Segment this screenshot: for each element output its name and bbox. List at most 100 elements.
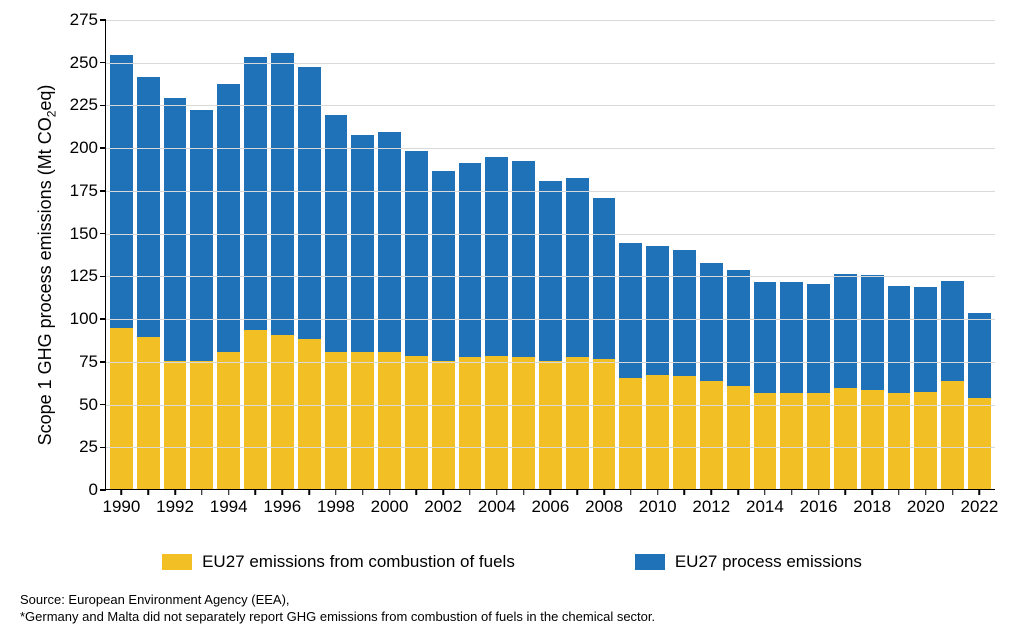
bar-seg-process <box>539 181 562 360</box>
xtick-label: 2008 <box>585 497 623 517</box>
bar-seg-combustion <box>485 356 508 489</box>
bar-seg-combustion <box>780 393 803 489</box>
xtick-label: 1996 <box>263 497 301 517</box>
xtick-mark <box>496 489 498 495</box>
bar-1991 <box>137 77 160 489</box>
bar-2006: 2006 <box>539 181 562 489</box>
xtick-mark <box>576 489 578 495</box>
xtick-label: 2014 <box>746 497 784 517</box>
bar-2017 <box>834 274 857 489</box>
bar-2004: 2004 <box>485 157 508 489</box>
bar-seg-process <box>807 284 830 393</box>
gridline <box>106 362 995 363</box>
bar-seg-process <box>888 286 911 394</box>
xtick-label: 1992 <box>156 497 194 517</box>
xtick-mark <box>147 489 149 495</box>
gridline <box>106 234 995 235</box>
bar-seg-process <box>405 151 428 356</box>
xtick-mark <box>389 489 391 495</box>
bar-1994: 1994 <box>217 84 240 489</box>
bar-seg-process <box>914 287 937 391</box>
ytick-label: 275 <box>70 10 98 30</box>
bar-seg-process <box>834 274 857 389</box>
bar-seg-process <box>673 250 696 376</box>
xtick-mark <box>523 489 525 495</box>
legend-swatch-combustion <box>162 554 192 570</box>
bar-seg-combustion <box>807 393 830 489</box>
bar-seg-combustion <box>405 356 428 489</box>
legend-swatch-process <box>635 554 665 570</box>
bar-seg-combustion <box>539 361 562 489</box>
bar-seg-combustion <box>673 376 696 489</box>
gridline <box>106 63 995 64</box>
bar-seg-combustion <box>566 357 589 489</box>
gridline <box>106 191 995 192</box>
bar-1999 <box>351 135 374 489</box>
xtick-label: 1998 <box>317 497 355 517</box>
bar-seg-combustion <box>834 388 857 489</box>
xtick-mark <box>201 489 203 495</box>
bar-seg-combustion <box>888 393 911 489</box>
xtick-label: 2004 <box>478 497 516 517</box>
bar-1998: 1998 <box>325 115 348 489</box>
ytick-mark <box>100 190 106 192</box>
ytick-mark <box>100 105 106 107</box>
bar-seg-process <box>700 263 723 381</box>
bar-seg-process <box>941 281 964 382</box>
plot-area: 1990199219941996199820002002200420062008… <box>105 20 995 490</box>
bar-2002: 2002 <box>432 171 455 489</box>
emissions-chart: Scope 1 GHG process emissions (Mt CO2eq)… <box>35 10 1005 540</box>
xtick-mark <box>684 489 686 495</box>
gridline <box>106 319 995 320</box>
xtick-mark <box>174 489 176 495</box>
bar-seg-process <box>566 178 589 357</box>
xtick-mark <box>818 489 820 495</box>
bar-seg-process <box>432 171 455 361</box>
ytick-label: 100 <box>70 309 98 329</box>
xtick-mark <box>308 489 310 495</box>
bar-seg-combustion <box>754 393 777 489</box>
legend-item-process: EU27 process emissions <box>635 552 862 572</box>
bar-seg-process <box>780 282 803 393</box>
gridline <box>106 105 995 106</box>
bar-seg-process <box>164 98 187 361</box>
bar-2022: 2022 <box>968 313 991 489</box>
bar-seg-process <box>217 84 240 352</box>
bar-2005 <box>512 161 535 489</box>
bars-container: 1990199219941996199820002002200420062008… <box>106 20 995 489</box>
xtick-label: 2016 <box>800 497 838 517</box>
xtick-mark <box>282 489 284 495</box>
xtick-mark <box>362 489 364 495</box>
xtick-mark <box>550 489 552 495</box>
xtick-mark <box>335 489 337 495</box>
xtick-mark <box>255 489 257 495</box>
xtick-label: 2010 <box>639 497 677 517</box>
bar-2021 <box>941 281 964 490</box>
bar-seg-combustion <box>244 330 267 489</box>
bar-seg-process <box>244 57 267 330</box>
bar-seg-combustion <box>727 386 750 489</box>
xtick-mark <box>898 489 900 495</box>
bar-2000: 2000 <box>378 132 401 489</box>
xtick-mark <box>711 489 713 495</box>
bar-seg-process <box>137 77 160 337</box>
ytick-mark <box>100 233 106 235</box>
bar-2014: 2014 <box>754 282 777 489</box>
bar-seg-combustion <box>190 361 213 489</box>
bar-seg-process <box>271 53 294 335</box>
footnote-source: Source: European Environment Agency (EEA… <box>20 592 290 607</box>
bar-seg-process <box>619 243 642 378</box>
bar-seg-combustion <box>351 352 374 489</box>
ytick-label: 0 <box>89 480 98 500</box>
bar-seg-combustion <box>968 398 991 489</box>
bar-seg-process <box>646 246 669 374</box>
bar-2018: 2018 <box>861 275 884 489</box>
ytick-mark <box>100 276 106 278</box>
legend-item-combustion: EU27 emissions from combustion of fuels <box>162 552 515 572</box>
xtick-mark <box>121 489 123 495</box>
ytick-label: 75 <box>79 352 98 372</box>
bar-1993 <box>190 110 213 489</box>
bar-1995 <box>244 57 267 489</box>
ytick-label: 175 <box>70 181 98 201</box>
bar-seg-combustion <box>137 337 160 489</box>
